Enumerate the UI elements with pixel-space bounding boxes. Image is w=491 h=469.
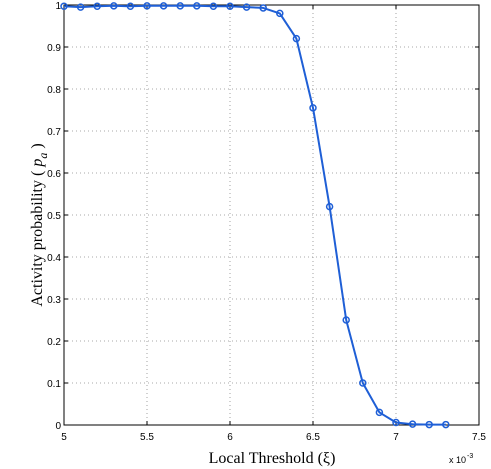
y-tick-label-4: 0.4 bbox=[47, 253, 61, 264]
y-tick-label-3: 0.3 bbox=[47, 295, 61, 306]
axis-ticks: 5 5.5 6 6.5 7 7.5 0 0.1 0.2 0.3 0.4 0.5 0.6 0.7 0.8 0.9… bbox=[47, 1, 486, 443]
x-tick-label-2: 6 bbox=[227, 432, 233, 443]
y-tick-label-0: 0 bbox=[55, 421, 61, 432]
y-tick-label-8: 0.8 bbox=[47, 85, 61, 96]
y-tick-label-1: 0.1 bbox=[47, 379, 61, 390]
y-tick-label-6: 0.6 bbox=[47, 169, 61, 180]
x-tick-label-4: 7 bbox=[393, 432, 399, 443]
x-tick-label-1: 5.5 bbox=[140, 432, 154, 443]
y-tick-label-2: 0.2 bbox=[47, 337, 61, 348]
y-axis-label-suffix: ) bbox=[29, 143, 46, 152]
series-layer bbox=[61, 3, 449, 428]
x-multiplier-base: x 10 bbox=[449, 455, 466, 465]
x-axis-label: Local Threshold (ξ) bbox=[209, 450, 336, 467]
grid-lines bbox=[64, 5, 479, 425]
x-tick-label-3: 6.5 bbox=[306, 432, 320, 443]
x-multiplier-exponent: -3 bbox=[467, 453, 473, 460]
x-axis-multiplier: x 10-3 bbox=[449, 453, 473, 465]
y-tick-label-7: 0.7 bbox=[47, 127, 61, 138]
y-axis-label: Activity probability ( pa ) bbox=[29, 143, 50, 306]
y-tick-label-9: 0.9 bbox=[47, 43, 61, 54]
x-tick-label-5: 7.5 bbox=[472, 432, 486, 443]
y-axis-label-symbol: p bbox=[29, 159, 46, 168]
y-tick-label-5: 0.5 bbox=[47, 211, 61, 222]
y-axis-label-prefix: Activity probability ( bbox=[29, 167, 46, 307]
x-tick-label-0: 5 bbox=[61, 432, 67, 443]
